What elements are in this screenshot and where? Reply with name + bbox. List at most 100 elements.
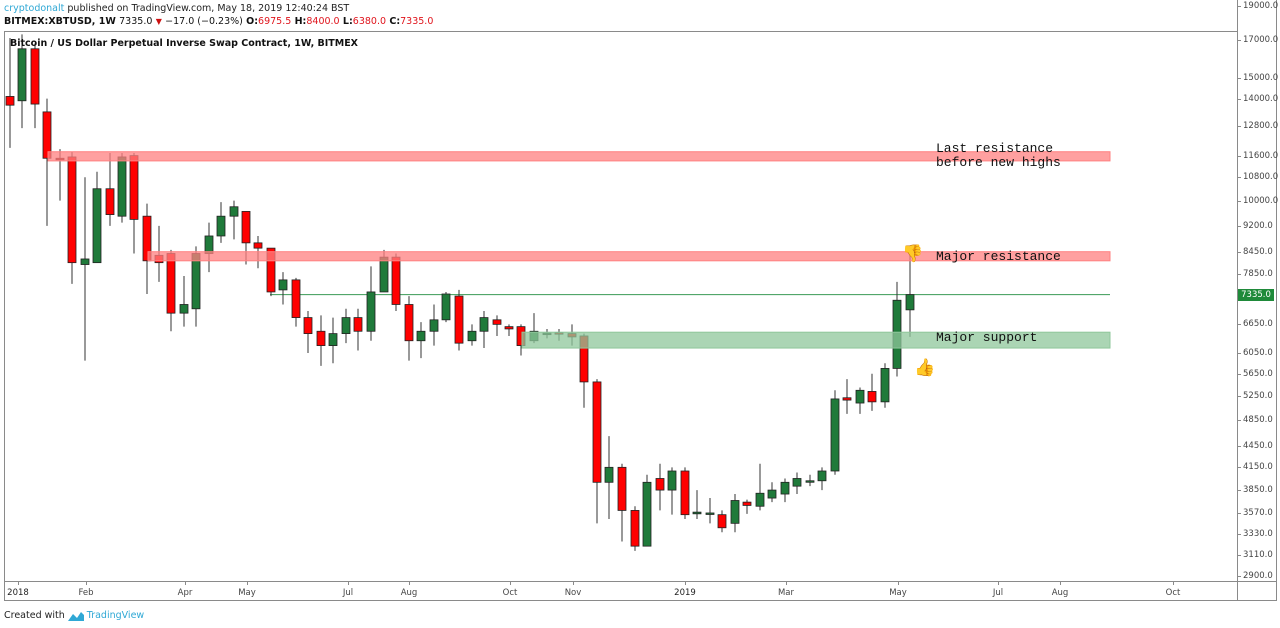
candlestick-plot[interactable] xyxy=(0,0,1237,582)
price-tick xyxy=(1237,39,1241,41)
time-tick xyxy=(409,582,410,585)
candle xyxy=(341,308,351,344)
price-tick xyxy=(1237,251,1241,253)
price-label: 19000.0 xyxy=(1243,1,1279,11)
candle xyxy=(291,277,301,327)
tradingview-link[interactable]: TradingView xyxy=(86,610,145,621)
candle xyxy=(604,436,614,519)
price-tick xyxy=(1237,420,1241,422)
price-label: 17000.0 xyxy=(1243,34,1279,45)
zone-major-resistance xyxy=(147,251,1111,262)
candle xyxy=(42,98,52,226)
candle xyxy=(92,171,102,264)
price-tick xyxy=(1237,534,1241,536)
price-tick xyxy=(1237,396,1241,398)
candle xyxy=(366,266,376,341)
last-price-badge: 7335.0 xyxy=(1238,288,1274,301)
candle xyxy=(416,322,426,359)
open-value: 6975.5 xyxy=(258,16,292,27)
thumbs-down-icon[interactable]: 👎 xyxy=(902,244,924,264)
time-label: May xyxy=(889,588,907,598)
candle xyxy=(179,275,189,327)
author-link[interactable]: cryptodonalt xyxy=(4,3,65,14)
price-tick xyxy=(1237,177,1241,179)
time-label: Nov xyxy=(564,588,582,598)
price-tick xyxy=(1237,274,1241,276)
candle xyxy=(680,467,690,519)
time-label: Oct xyxy=(502,588,518,598)
candle xyxy=(441,291,451,323)
candle xyxy=(5,37,15,148)
candle xyxy=(630,506,640,551)
price-tick xyxy=(1237,324,1241,326)
price-label: 3330.0 xyxy=(1243,529,1273,540)
time-label: May xyxy=(238,588,256,598)
time-label: Feb xyxy=(78,588,94,598)
candle xyxy=(429,304,439,346)
published-text: published on TradingView.com, May 18, 20… xyxy=(64,3,350,14)
candle xyxy=(692,490,702,519)
candle xyxy=(67,151,77,284)
time-label: Oct xyxy=(1165,588,1181,598)
time-label: 2018 xyxy=(7,588,29,598)
low-value: 6380.0 xyxy=(352,16,387,27)
price-tick xyxy=(1237,373,1241,375)
price-tick xyxy=(1237,512,1241,514)
annotation-last-resistance[interactable]: Last resistance before new highs xyxy=(936,141,1061,170)
zone-last-resistance-before-new-highs xyxy=(47,151,1111,162)
time-tick xyxy=(573,582,574,585)
price-axis[interactable] xyxy=(1237,0,1277,600)
price-label: 4150.0 xyxy=(1243,462,1273,473)
time-label: 2019 xyxy=(674,588,696,598)
candle xyxy=(454,289,464,351)
tradingview-logo-icon xyxy=(67,611,84,621)
price-tick xyxy=(1237,6,1241,7)
symbol-line: BITMEX:XBTUSD, 1W xyxy=(4,16,116,27)
high-value: 8400.0 xyxy=(306,16,340,27)
candle xyxy=(404,296,414,361)
candle xyxy=(705,498,715,524)
time-tick xyxy=(998,582,999,585)
time-tick xyxy=(685,582,686,585)
thumbs-up-icon[interactable]: 👍 xyxy=(914,358,936,378)
candle xyxy=(717,510,727,533)
price-tick xyxy=(1237,576,1241,577)
price-tick xyxy=(1237,98,1241,100)
annotation-major-support[interactable]: Major support xyxy=(936,330,1038,345)
candle xyxy=(479,310,489,349)
time-tick xyxy=(1173,582,1174,585)
candle xyxy=(755,463,765,511)
candle xyxy=(216,202,226,243)
candle xyxy=(17,34,27,129)
price-label: 4450.0 xyxy=(1243,441,1273,452)
time-tick xyxy=(185,582,186,585)
price-tick xyxy=(1237,467,1241,469)
price-tick xyxy=(1237,446,1241,448)
price-tick xyxy=(1237,125,1241,127)
annotation-major-resistance[interactable]: Major resistance xyxy=(936,249,1061,264)
price-label: 15000.0 xyxy=(1243,72,1279,83)
candle xyxy=(767,482,777,503)
price-tick xyxy=(1237,225,1241,227)
high-label: H: xyxy=(294,16,307,27)
candle xyxy=(905,253,915,337)
candle xyxy=(830,390,840,475)
candle xyxy=(278,272,288,305)
price-label: 3850.0 xyxy=(1243,485,1273,496)
price-label: 9200.0 xyxy=(1243,220,1273,231)
candle xyxy=(842,379,852,414)
time-tick xyxy=(86,582,87,585)
candle xyxy=(855,387,865,414)
price-label: 12800.0 xyxy=(1243,120,1279,131)
candle xyxy=(504,324,514,336)
candle xyxy=(655,463,665,511)
time-axis[interactable] xyxy=(4,581,1277,601)
close-label: C: xyxy=(389,16,401,27)
candle xyxy=(880,363,890,408)
symbol-info: BITMEX:XBTUSD, 1W 7335.0 ▼ −17.0 (−0.23%… xyxy=(4,16,433,27)
candle xyxy=(805,474,815,487)
candle xyxy=(592,379,602,524)
down-triangle-icon: ▼ xyxy=(155,17,162,26)
time-label: Jul xyxy=(992,588,1004,598)
publish-info: cryptodonalt published on TradingView.co… xyxy=(4,3,349,14)
